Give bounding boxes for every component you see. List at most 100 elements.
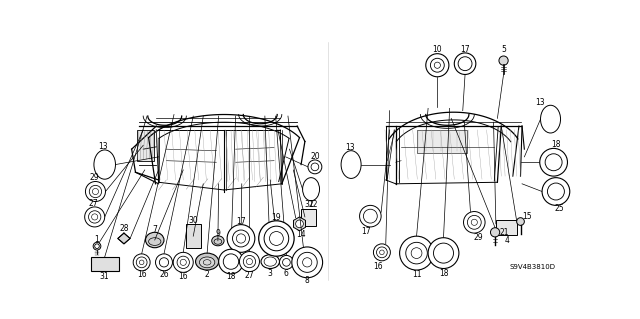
Text: 13: 13: [99, 142, 108, 151]
Text: 3: 3: [268, 269, 273, 278]
Text: 10: 10: [433, 45, 442, 54]
Circle shape: [542, 178, 570, 205]
Text: 27: 27: [88, 198, 98, 208]
Circle shape: [133, 254, 150, 271]
Text: 16: 16: [179, 272, 188, 281]
Text: 17: 17: [236, 217, 246, 226]
Circle shape: [227, 225, 255, 252]
Circle shape: [540, 148, 568, 176]
Circle shape: [86, 182, 106, 202]
Circle shape: [458, 57, 472, 70]
Circle shape: [95, 244, 99, 249]
Circle shape: [173, 252, 193, 272]
Circle shape: [296, 220, 303, 228]
Circle shape: [297, 252, 317, 272]
Circle shape: [311, 163, 319, 171]
Circle shape: [308, 160, 322, 174]
Text: 4: 4: [505, 235, 510, 245]
Bar: [91, 257, 118, 271]
Text: 32: 32: [304, 200, 314, 209]
Text: 30: 30: [188, 216, 198, 225]
Circle shape: [88, 211, 101, 223]
Circle shape: [292, 247, 323, 278]
Text: 31: 31: [100, 272, 109, 281]
Circle shape: [232, 230, 250, 247]
Bar: [417, 130, 467, 153]
Circle shape: [454, 53, 476, 74]
Text: 25: 25: [555, 204, 564, 213]
Ellipse shape: [196, 253, 219, 270]
Text: 29: 29: [474, 233, 483, 242]
Bar: [186, 224, 201, 249]
Ellipse shape: [212, 236, 224, 246]
Text: 27: 27: [244, 271, 254, 280]
Circle shape: [467, 215, 481, 229]
Circle shape: [283, 258, 291, 266]
Circle shape: [177, 256, 189, 269]
Polygon shape: [294, 217, 305, 231]
Text: 13: 13: [535, 98, 545, 107]
Text: 18: 18: [226, 272, 236, 281]
Text: 21: 21: [500, 228, 509, 237]
Text: 5: 5: [501, 45, 506, 54]
Text: 29: 29: [89, 173, 99, 182]
Text: 18: 18: [439, 269, 448, 278]
Text: 16: 16: [137, 270, 147, 279]
Text: 20: 20: [311, 152, 321, 161]
Text: 9: 9: [216, 229, 220, 238]
Circle shape: [264, 226, 289, 251]
Circle shape: [545, 154, 562, 171]
Circle shape: [219, 249, 243, 274]
Circle shape: [406, 242, 428, 264]
Circle shape: [431, 58, 444, 72]
Circle shape: [490, 228, 500, 237]
Text: 8: 8: [305, 276, 310, 285]
Text: 2: 2: [205, 270, 209, 279]
Bar: [496, 220, 517, 235]
Text: 15: 15: [522, 212, 531, 221]
Text: 16: 16: [373, 262, 383, 271]
Text: 26: 26: [159, 270, 169, 279]
Text: 17: 17: [362, 227, 371, 236]
Bar: [137, 130, 154, 161]
Text: 1: 1: [95, 235, 99, 244]
Circle shape: [239, 252, 259, 271]
Text: 7: 7: [152, 225, 157, 234]
Circle shape: [376, 247, 387, 258]
Text: 13: 13: [345, 143, 355, 152]
Text: 18: 18: [551, 140, 561, 149]
Text: 28: 28: [119, 224, 129, 233]
Circle shape: [259, 221, 294, 256]
Circle shape: [243, 256, 255, 268]
Text: 17: 17: [460, 45, 470, 54]
Text: 14: 14: [296, 230, 306, 239]
Circle shape: [373, 244, 390, 261]
Circle shape: [90, 185, 102, 198]
Circle shape: [159, 258, 168, 267]
Text: S9V4B3810D: S9V4B3810D: [509, 264, 556, 270]
Circle shape: [280, 256, 293, 269]
Circle shape: [433, 243, 454, 263]
Text: 6: 6: [284, 269, 289, 278]
Circle shape: [136, 257, 147, 268]
Circle shape: [364, 209, 378, 223]
Text: 11: 11: [412, 270, 421, 279]
Circle shape: [360, 205, 381, 227]
Bar: [301, 209, 316, 226]
Circle shape: [93, 242, 101, 250]
Ellipse shape: [145, 232, 164, 248]
Circle shape: [428, 238, 459, 269]
Circle shape: [463, 211, 485, 233]
Circle shape: [156, 254, 172, 271]
Circle shape: [516, 218, 524, 226]
Circle shape: [547, 183, 564, 200]
Circle shape: [399, 236, 433, 270]
Circle shape: [223, 254, 239, 269]
Circle shape: [499, 56, 508, 65]
Circle shape: [84, 207, 105, 227]
Text: 12: 12: [308, 200, 317, 209]
Circle shape: [426, 54, 449, 77]
Polygon shape: [118, 233, 130, 244]
Ellipse shape: [200, 257, 215, 268]
Text: 19: 19: [271, 213, 281, 222]
